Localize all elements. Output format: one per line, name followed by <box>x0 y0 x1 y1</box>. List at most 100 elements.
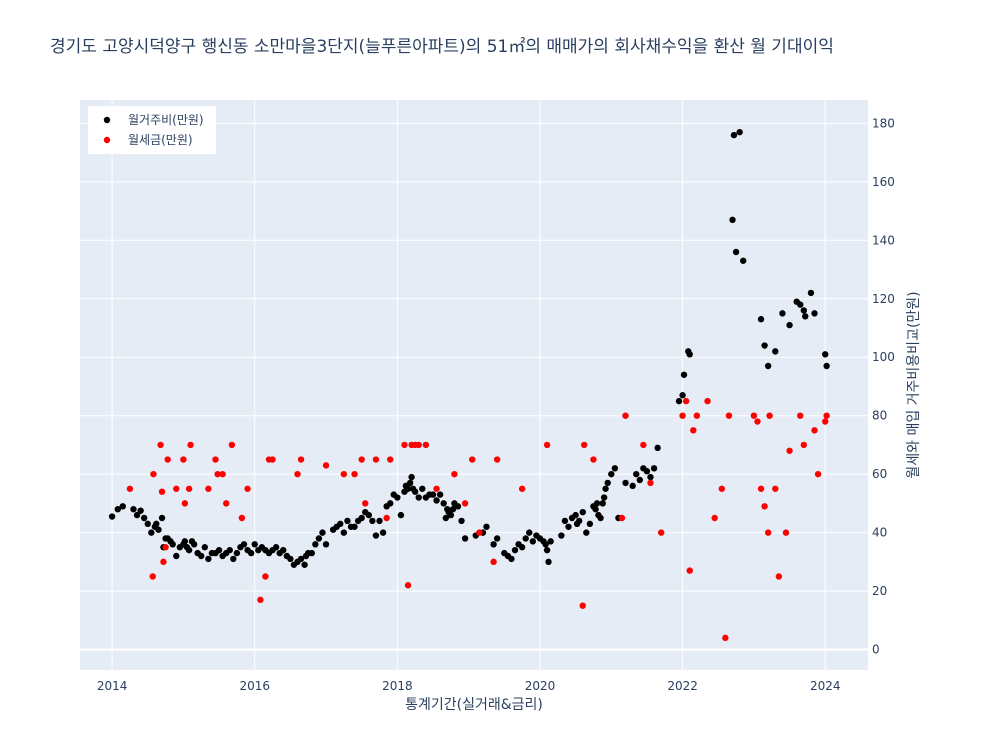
legend-marker <box>103 136 111 144</box>
point-residence-cost <box>130 506 137 513</box>
point-monthly-rent <box>764 529 772 536</box>
point-residence-cost <box>772 348 779 355</box>
point-residence-cost <box>240 541 248 548</box>
point-residence-cost <box>730 131 738 139</box>
point-residence-cost <box>650 465 658 472</box>
point-residence-cost <box>807 289 815 297</box>
point-residence-cost <box>786 321 793 329</box>
point-monthly-rent <box>257 596 264 604</box>
point-residence-cost <box>148 529 155 536</box>
point-residence-cost <box>800 307 808 314</box>
point-monthly-rent <box>797 412 804 419</box>
point-monthly-rent <box>761 503 768 510</box>
point-residence-cost <box>599 500 606 507</box>
point-monthly-rent <box>150 470 157 478</box>
y-tick-label: 40 <box>872 526 887 540</box>
point-residence-cost <box>155 526 162 533</box>
point-residence-cost <box>301 561 308 568</box>
y-tick-label: 180 <box>872 116 895 130</box>
point-monthly-rent <box>811 427 818 434</box>
y-axis-title: 월세와 매입 거주비용비교(만원) <box>906 291 922 478</box>
point-residence-cost <box>137 507 144 514</box>
legend-item-label[interactable]: 월세금(만원) <box>128 133 193 147</box>
point-monthly-rent <box>657 529 665 536</box>
point-monthly-rent <box>433 485 440 492</box>
point-residence-cost <box>251 541 258 548</box>
point-residence-cost <box>411 488 419 495</box>
x-tick-label: 2014 <box>97 679 128 693</box>
point-residence-cost <box>611 465 619 472</box>
point-residence-cost <box>461 535 469 542</box>
point-residence-cost <box>622 479 629 487</box>
point-monthly-rent <box>543 441 551 449</box>
point-monthly-rent <box>461 500 469 507</box>
legend-marker <box>103 116 111 124</box>
point-residence-cost <box>181 538 189 545</box>
point-monthly-rent <box>149 573 156 580</box>
point-residence-cost <box>636 476 644 484</box>
point-residence-cost <box>312 541 319 548</box>
chart-title: 경기도 고양시덕양구 행신동 소만마을3단지(늘푸른아파트)의 51㎡의 매매가… <box>50 37 834 57</box>
x-tick-label: 2020 <box>525 679 556 693</box>
point-monthly-rent <box>476 529 483 536</box>
point-residence-cost <box>280 546 287 554</box>
point-monthly-rent <box>164 456 171 463</box>
point-monthly-rent <box>401 441 408 449</box>
point-monthly-rent <box>158 488 166 495</box>
point-residence-cost <box>811 310 818 317</box>
point-monthly-rent <box>772 485 779 492</box>
point-residence-cost <box>592 506 599 513</box>
point-residence-cost <box>272 544 280 551</box>
point-monthly-rent <box>383 514 390 522</box>
legend-item-label[interactable]: 월거주비(만원) <box>128 113 204 127</box>
point-residence-cost <box>185 546 193 554</box>
point-residence-cost <box>230 555 237 563</box>
point-residence-cost <box>526 529 533 536</box>
point-monthly-rent <box>387 456 394 463</box>
point-residence-cost <box>337 520 344 528</box>
x-tick-label: 2022 <box>667 679 698 693</box>
point-monthly-rent <box>618 514 626 522</box>
point-monthly-rent <box>185 485 193 492</box>
point-monthly-rent <box>722 634 729 642</box>
legend-box <box>88 106 216 154</box>
point-residence-cost <box>190 541 198 548</box>
point-residence-cost <box>779 310 786 317</box>
data-points <box>108 128 830 642</box>
point-residence-cost <box>379 529 387 536</box>
point-residence-cost <box>158 514 166 522</box>
point-residence-cost <box>508 555 515 563</box>
point-residence-cost <box>287 555 294 563</box>
point-residence-cost <box>408 473 415 481</box>
point-residence-cost <box>297 555 305 563</box>
point-monthly-rent <box>157 441 164 449</box>
point-monthly-rent <box>362 500 369 507</box>
point-residence-cost <box>483 523 490 530</box>
point-monthly-rent <box>718 485 726 492</box>
point-residence-cost <box>454 503 462 510</box>
point-residence-cost <box>429 491 437 498</box>
point-residence-cost <box>173 552 180 560</box>
plot-area <box>80 100 868 670</box>
point-residence-cost <box>205 555 212 563</box>
y-tick-label: 20 <box>872 584 887 598</box>
point-monthly-rent <box>228 441 236 449</box>
point-residence-cost <box>522 535 529 542</box>
point-monthly-rent <box>782 529 790 536</box>
point-residence-cost <box>729 216 736 224</box>
point-residence-cost <box>442 514 450 522</box>
point-monthly-rent <box>822 418 829 425</box>
point-monthly-rent <box>415 441 422 449</box>
point-residence-cost <box>319 529 326 536</box>
point-residence-cost <box>686 351 693 358</box>
point-residence-cost <box>586 520 594 528</box>
point-monthly-rent <box>622 412 629 419</box>
point-monthly-rent <box>340 470 348 478</box>
point-monthly-rent <box>711 514 718 522</box>
point-residence-cost <box>201 544 208 551</box>
point-monthly-rent <box>262 573 269 580</box>
legend[interactable]: 월거주비(만원) 월세금(만원) <box>88 106 216 154</box>
point-monthly-rent <box>690 427 697 434</box>
point-monthly-rent <box>187 441 194 449</box>
y-tick-label: 140 <box>872 233 895 247</box>
